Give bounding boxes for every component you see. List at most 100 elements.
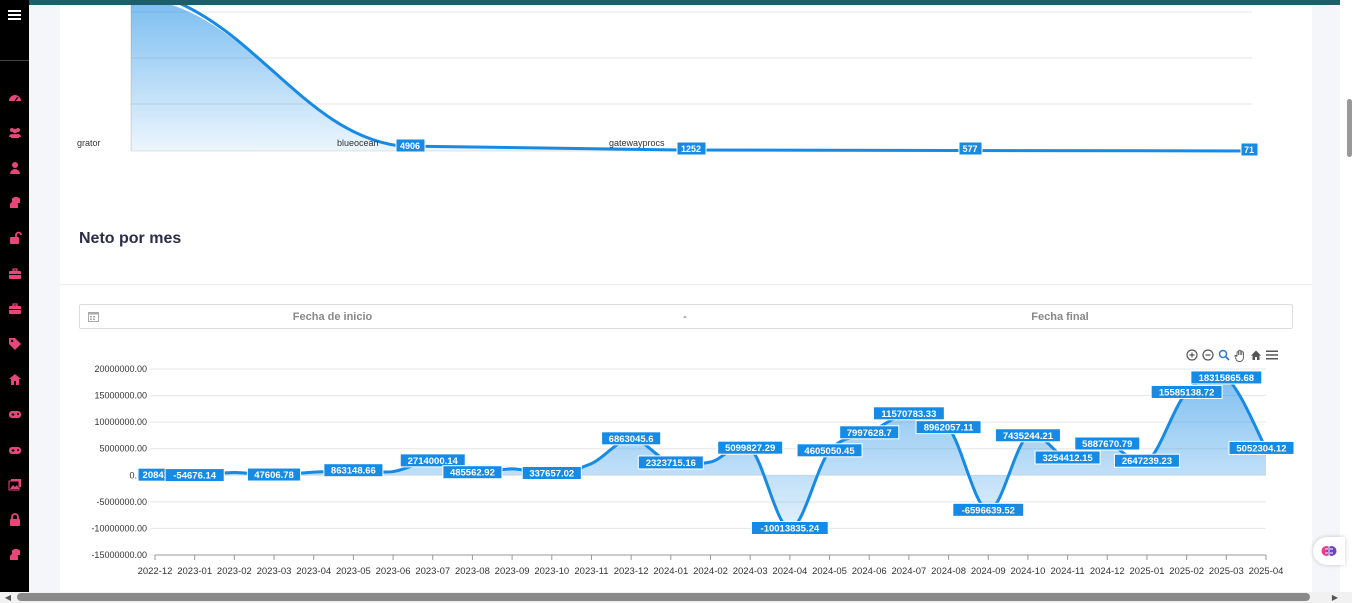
data-label: 71 (1240, 142, 1259, 157)
svg-text:337657.02: 337657.02 (529, 468, 574, 479)
data-label: 18315865.68 (1190, 370, 1263, 385)
data-label: 7435244.21 (994, 428, 1061, 443)
vertical-scroll-thumb[interactable] (1347, 99, 1352, 157)
date-range-input[interactable]: Fecha de inicio - Fecha final (79, 304, 1293, 329)
x-tick-label: 2025-04 (1249, 566, 1284, 577)
data-label: 5887670.79 (1074, 436, 1141, 451)
svg-text:-54676.14: -54676.14 (173, 471, 217, 482)
end-date-field[interactable]: Fecha final (1031, 310, 1089, 323)
category-label: grator (77, 138, 101, 148)
chart-toolbar (1185, 348, 1279, 362)
data-label: 8962057.11 (915, 420, 982, 435)
gamepad-icon[interactable] (6, 407, 23, 421)
svg-text:8962057.11: 8962057.11 (924, 423, 974, 434)
svg-text:-10013835.24: -10013835.24 (761, 524, 820, 535)
data-label: 6863045.6 (601, 431, 662, 446)
top-chart-area (131, 5, 1252, 151)
zoom-out-icon[interactable] (1201, 348, 1215, 362)
x-tick-label: 2024-04 (772, 566, 807, 577)
x-tick-label: 2023-05 (336, 566, 371, 577)
selection-zoom-icon[interactable] (1217, 348, 1231, 362)
menu-icon[interactable] (6, 8, 23, 22)
svg-text:7997628.7: 7997628.7 (847, 428, 892, 439)
briefcase-icon[interactable] (6, 267, 23, 281)
brain-icon (1321, 546, 1337, 556)
svg-text:485562.92: 485562.92 (450, 468, 495, 479)
svg-text:47606.78: 47606.78 (254, 470, 294, 481)
data-label: 7997628.7 (839, 425, 900, 440)
svg-text:2647239.23: 2647239.23 (1122, 456, 1172, 467)
series-area (155, 374, 1266, 529)
tag-icon[interactable] (6, 337, 23, 351)
briefcase-icon[interactable] (6, 302, 23, 316)
home-icon[interactable] (6, 372, 23, 386)
svg-text:20841: 20841 (143, 470, 170, 481)
data-label: 5099827.29 (717, 440, 784, 455)
top-chart: grator blueocean gatewayprocs 4906 1252 … (77, 5, 1259, 157)
x-tick-label: 2024-10 (1010, 566, 1045, 577)
dashboard-icon[interactable] (6, 91, 23, 105)
svg-text:-6596639.52: -6596639.52 (962, 505, 1015, 516)
menu-icon[interactable] (1265, 348, 1279, 362)
svg-text:6863045.6: 6863045.6 (609, 434, 654, 445)
x-tick-label: 2024-11 (1051, 566, 1085, 577)
gamepad-icon[interactable] (6, 443, 23, 457)
lock-icon[interactable] (6, 513, 23, 527)
svg-text:2714000.14: 2714000.14 (408, 456, 459, 467)
section-title: Neto por mes (79, 230, 182, 247)
x-tick-label: 2023-03 (257, 566, 292, 577)
y-tick-label: 20000000.00 (94, 364, 147, 374)
unlock-icon[interactable] (6, 231, 23, 245)
scroll-right-icon[interactable]: ▶ (1331, 593, 1339, 602)
y-tick-label: 10000000.00 (94, 417, 147, 427)
date-separator: - (683, 310, 687, 323)
x-tick-label: 2024-05 (812, 566, 847, 577)
x-tick-label: 2025-01 (1130, 566, 1165, 577)
data-label: -10013835.24 (750, 521, 829, 536)
ai-assistant-button[interactable] (1313, 537, 1345, 565)
data-label: 1252 (676, 141, 707, 156)
svg-text:5887670.79: 5887670.79 (1082, 439, 1132, 450)
category-label: blueocean (337, 138, 379, 148)
users-icon[interactable] (6, 126, 23, 140)
horizontal-scrollbar[interactable]: ◀ ▶ (0, 592, 1352, 603)
y-tick-label: -5000000.00 (96, 497, 147, 507)
net-per-month-chart: 20000000.00 15000000.00 10000000.00 5000000… (91, 364, 1295, 577)
top-chart-line (179, 5, 1253, 153)
pan-icon[interactable] (1233, 348, 1247, 362)
x-tick-label: 2023-06 (376, 566, 411, 577)
x-tick-label: 2023-02 (217, 566, 252, 577)
x-tick-label: 2023-09 (495, 566, 530, 577)
data-label: 15585138.72 (1150, 384, 1223, 399)
svg-text:11570783.33: 11570783.33 (881, 409, 936, 420)
category-label: gatewayprocs (609, 138, 665, 148)
svg-text:5052304.12: 5052304.12 (1236, 443, 1286, 454)
y-tick-label: 5000000.00 (99, 444, 147, 454)
x-tick-label: 2024-08 (931, 566, 966, 577)
reset-home-icon[interactable] (1249, 348, 1263, 362)
data-label: 863148.66 (323, 463, 384, 478)
coins-icon[interactable] (6, 196, 23, 210)
coins-icon[interactable] (6, 548, 23, 562)
content-card: grator blueocean gatewayprocs 4906 1252 … (60, 5, 1312, 592)
x-tick-label: 2024-09 (971, 566, 1006, 577)
vertical-scrollbar[interactable] (1340, 0, 1352, 592)
svg-text:15585138.72: 15585138.72 (1159, 387, 1214, 398)
data-label: 2323715.16 (637, 455, 704, 470)
sidebar-divider (0, 60, 29, 61)
data-label: 2647239.23 (1113, 453, 1180, 468)
zoom-in-icon[interactable] (1185, 348, 1199, 362)
images-icon[interactable] (6, 478, 23, 492)
x-tick-label: 2024-12 (1090, 566, 1125, 577)
start-date-field[interactable]: Fecha de inicio (292, 310, 373, 323)
top-accent-bar (0, 0, 1352, 5)
x-tick-label: 2023-10 (534, 566, 569, 577)
x-tick-label: 2024-06 (852, 566, 887, 577)
x-tick-label: 2024-03 (733, 566, 768, 577)
user-icon[interactable] (6, 161, 23, 175)
horizontal-scroll-thumb[interactable] (17, 593, 1310, 601)
scroll-left-icon[interactable]: ◀ (4, 593, 12, 602)
data-label: 4605050.45 (796, 443, 863, 458)
x-tick-label: 2024-01 (653, 566, 688, 577)
x-tick-label: 2023-11 (574, 566, 608, 577)
